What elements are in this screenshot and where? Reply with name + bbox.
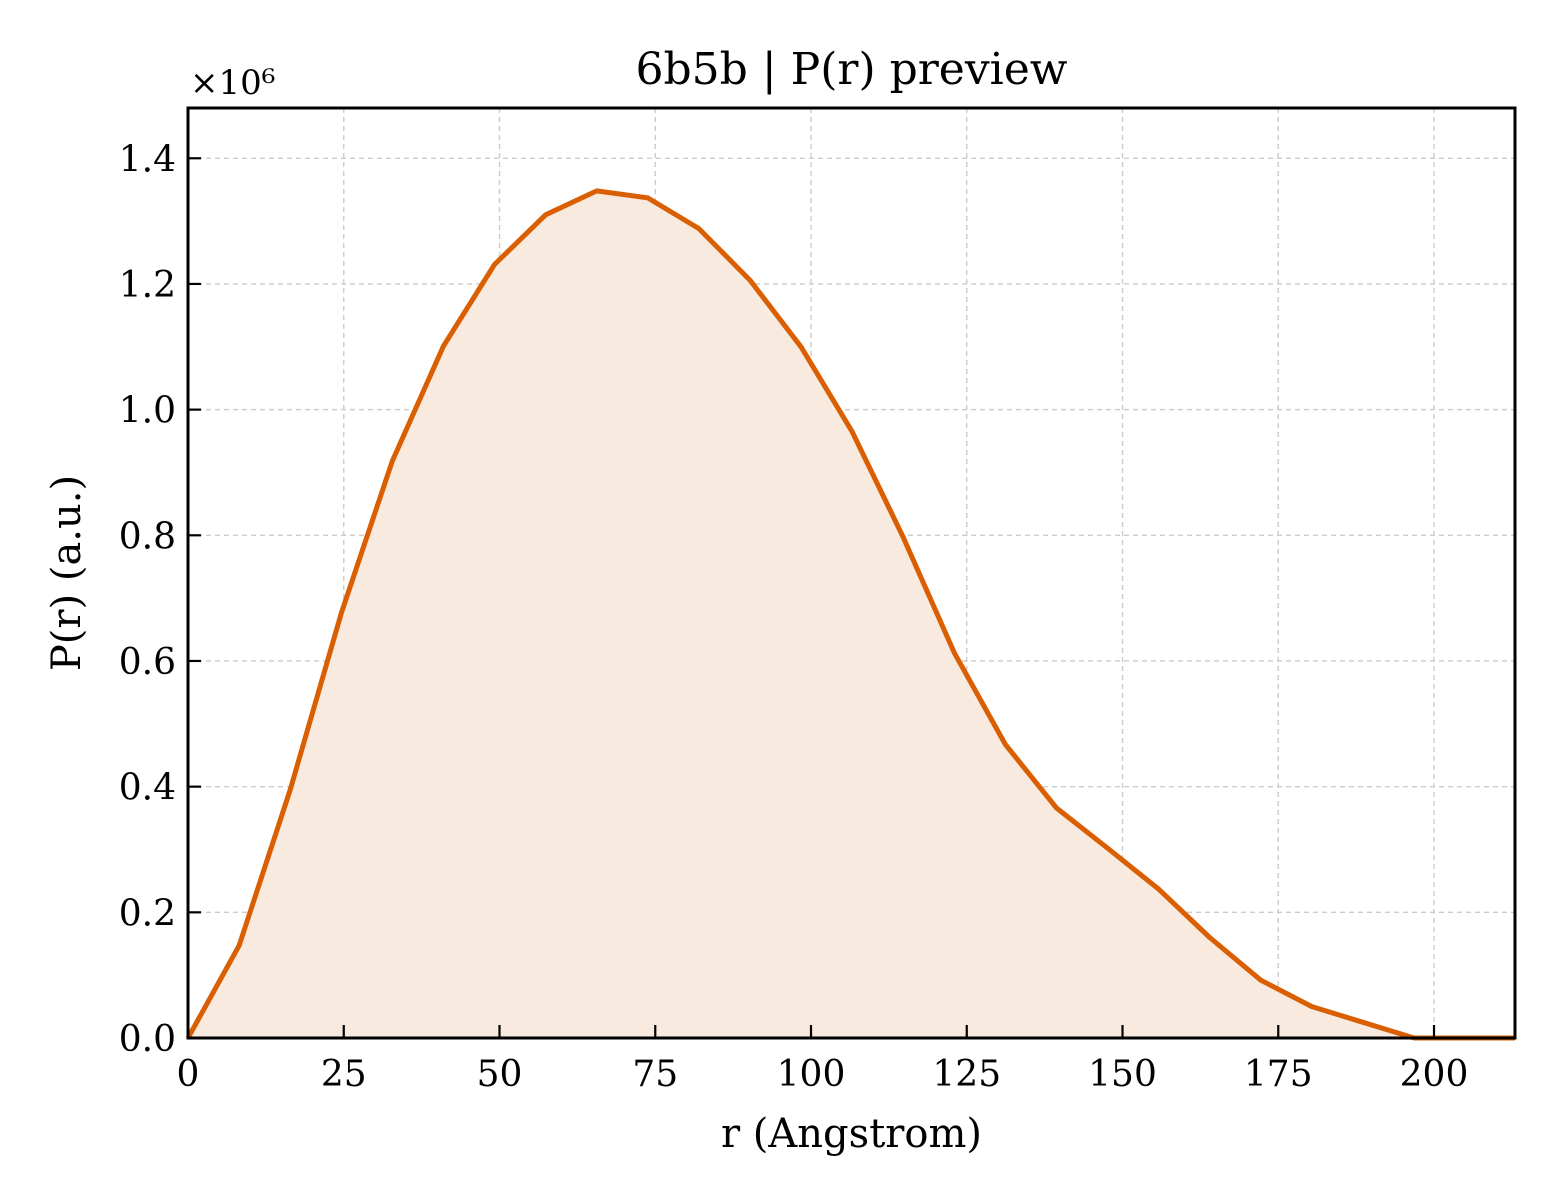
y-tick-label: 0.2 bbox=[119, 893, 176, 934]
plot-frame bbox=[186, 106, 1517, 1040]
x-tick-label: 0 bbox=[177, 1054, 200, 1095]
y-tick-label: 0.8 bbox=[119, 516, 176, 557]
x-tick-label: 175 bbox=[1244, 1054, 1313, 1095]
x-tick-label: 200 bbox=[1400, 1054, 1469, 1095]
ticks: 0 25 50 75 100 125 150 175 200 0.0 0.2 0.4 0.6 0.8 1.0… bbox=[119, 139, 1469, 1095]
x-tick-label: 50 bbox=[477, 1054, 523, 1095]
area-fill bbox=[188, 190, 1515, 1038]
x-tick-label: 100 bbox=[777, 1054, 846, 1095]
x-tick-label: 125 bbox=[932, 1054, 1001, 1095]
x-axis-label: r (Angstrom) bbox=[721, 1111, 982, 1157]
y-tick-label: 0.0 bbox=[119, 1019, 176, 1060]
y-multiplier-label: ×10⁶ bbox=[190, 63, 275, 103]
chart-title: 6b5b | P(r) preview bbox=[636, 44, 1068, 95]
x-tick-label: 25 bbox=[321, 1054, 367, 1095]
y-tick-label: 0.4 bbox=[119, 768, 176, 809]
y-tick-label: 0.6 bbox=[119, 642, 176, 683]
series-line bbox=[185, 188, 1515, 1041]
y-tick-label: 1.2 bbox=[119, 265, 176, 306]
x-tick-label: 75 bbox=[632, 1054, 678, 1095]
x-tick-label: 150 bbox=[1088, 1054, 1157, 1095]
y-tick-label: 1.4 bbox=[119, 139, 176, 180]
y-axis-label: P(r) (a.u.) bbox=[44, 475, 90, 671]
y-tick-label: 1.0 bbox=[119, 391, 176, 432]
